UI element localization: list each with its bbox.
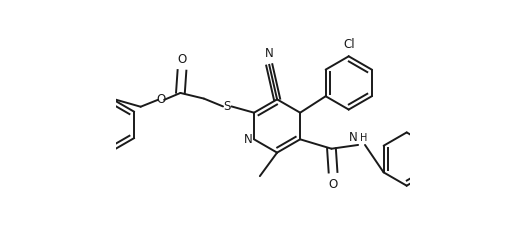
Text: S: S [224, 100, 231, 113]
Text: H: H [360, 133, 367, 143]
Text: N: N [265, 47, 274, 60]
Text: O: O [156, 93, 166, 106]
Text: N: N [244, 133, 253, 146]
Text: O: O [177, 53, 187, 66]
Text: O: O [328, 178, 338, 191]
Text: N: N [348, 131, 357, 144]
Text: Cl: Cl [343, 38, 355, 51]
